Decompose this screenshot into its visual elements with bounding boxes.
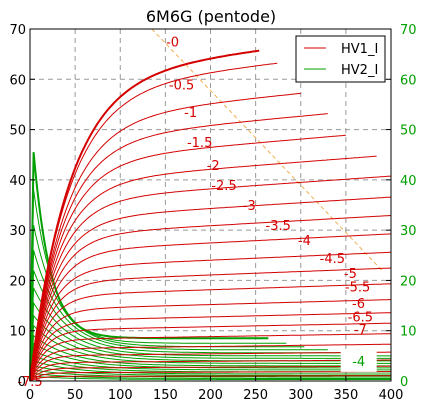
y-right-tick-label: 10 (400, 325, 417, 340)
plate-curve (29, 333, 391, 382)
screen-curve (29, 287, 391, 382)
curve-label: -7 (354, 323, 367, 338)
screen-curve (29, 224, 305, 382)
y-left-tick-label: 60 (9, 73, 26, 88)
screen-curve (29, 350, 391, 382)
plate-curve (29, 371, 391, 382)
plate-curve (29, 359, 391, 382)
curve-label: -4 (298, 234, 311, 249)
plate-curve (29, 134, 346, 382)
x-tick-label: 400 (379, 388, 404, 403)
y-left-tick-label: 20 (9, 274, 26, 289)
legend-label: HV2_I (341, 63, 378, 78)
y-right-tick-label: 60 (400, 73, 417, 88)
y-right-tick-label: 50 (400, 124, 417, 139)
screen-curve (29, 334, 391, 382)
legend: HV1_I HV2_I (295, 35, 386, 83)
curve-label: -2.5 (211, 179, 236, 194)
curve-label: -3.5 (266, 219, 291, 234)
curve-label: -7.5 (17, 375, 42, 390)
plate-curve (29, 155, 377, 382)
y-right-tick-label: 0 (400, 375, 408, 390)
curve-label: -6 (352, 297, 365, 312)
curve-labels: -0 -0.5 -1 -1.5 -2 -2.5 -3 -3.5 -4 -4.5-5-5.5 -6-6… (17, 36, 377, 390)
curve-label: -1.5 (187, 136, 212, 151)
plate-curve (29, 312, 391, 382)
y-right-axis-ticks: 0 10 20 30 40 50 60 70 (386, 23, 417, 390)
plate-curve (29, 196, 392, 382)
y-left-tick-label: 30 (9, 224, 26, 239)
y-left-tick-label: 50 (9, 124, 26, 139)
plate-curve (29, 251, 391, 382)
y-right-tick-label: 30 (400, 224, 417, 239)
plate-curve (29, 351, 391, 382)
x-tick-label: 100 (108, 388, 133, 403)
plate-curve (29, 62, 278, 382)
x-tick-label: 250 (243, 388, 268, 403)
plate-curve (29, 113, 328, 382)
plate-curve (29, 233, 392, 382)
plate-curve (29, 92, 301, 382)
y-right-tick-label: 70 (400, 23, 417, 38)
curve-label: -5.5 (345, 280, 370, 295)
plate-curve (29, 49, 260, 382)
x-tick-label: 150 (153, 388, 178, 403)
curve-label: -0.5 (169, 78, 194, 93)
legend-label: HV1_I (341, 42, 378, 57)
x-tick-label: 50 (67, 388, 84, 403)
screen-curve-label: -4 (352, 355, 365, 370)
curve-label: -2 (207, 159, 220, 174)
chart-title: 6M6G (pentode) (146, 7, 276, 26)
x-axis-ticks: 0 50 100 150 200 250 300 350 400 (26, 376, 404, 403)
curve-label: -0 (166, 36, 179, 51)
plate-curve (29, 299, 391, 382)
curve-label: -1 (184, 106, 197, 121)
plate-curve (29, 215, 392, 382)
screen-curve (29, 189, 287, 382)
y-right-tick-label: 40 (400, 174, 417, 189)
y-left-tick-label: 40 (9, 174, 26, 189)
screen-label-background (340, 349, 377, 372)
plate-current-curves (29, 49, 392, 382)
x-tick-label: 300 (288, 388, 313, 403)
curve-label: -6.5 (348, 311, 373, 326)
plate-curve (29, 343, 391, 382)
x-tick-label: 0 (26, 388, 34, 403)
x-tick-label: 200 (198, 388, 223, 403)
screen-curve (29, 360, 391, 382)
plate-curve (29, 322, 391, 382)
curve-label: -5 (344, 267, 357, 282)
plate-curve (29, 365, 391, 382)
y-right-tick-label: 20 (400, 274, 417, 289)
legend-box (295, 35, 386, 83)
y-left-tick-label: 70 (9, 23, 26, 38)
curve-label: -4.5 (320, 252, 345, 267)
y-left-tick-label: 10 (9, 325, 26, 340)
plate-curve (29, 175, 392, 382)
y-left-tick-label: 0 (18, 375, 26, 390)
x-tick-label: 350 (333, 388, 358, 403)
plate-curve (29, 267, 392, 382)
curve-label: -3 (243, 199, 256, 214)
y-left-axis-ticks: 0 10 20 30 40 50 60 70 (9, 23, 35, 390)
plate-curve (29, 283, 392, 382)
